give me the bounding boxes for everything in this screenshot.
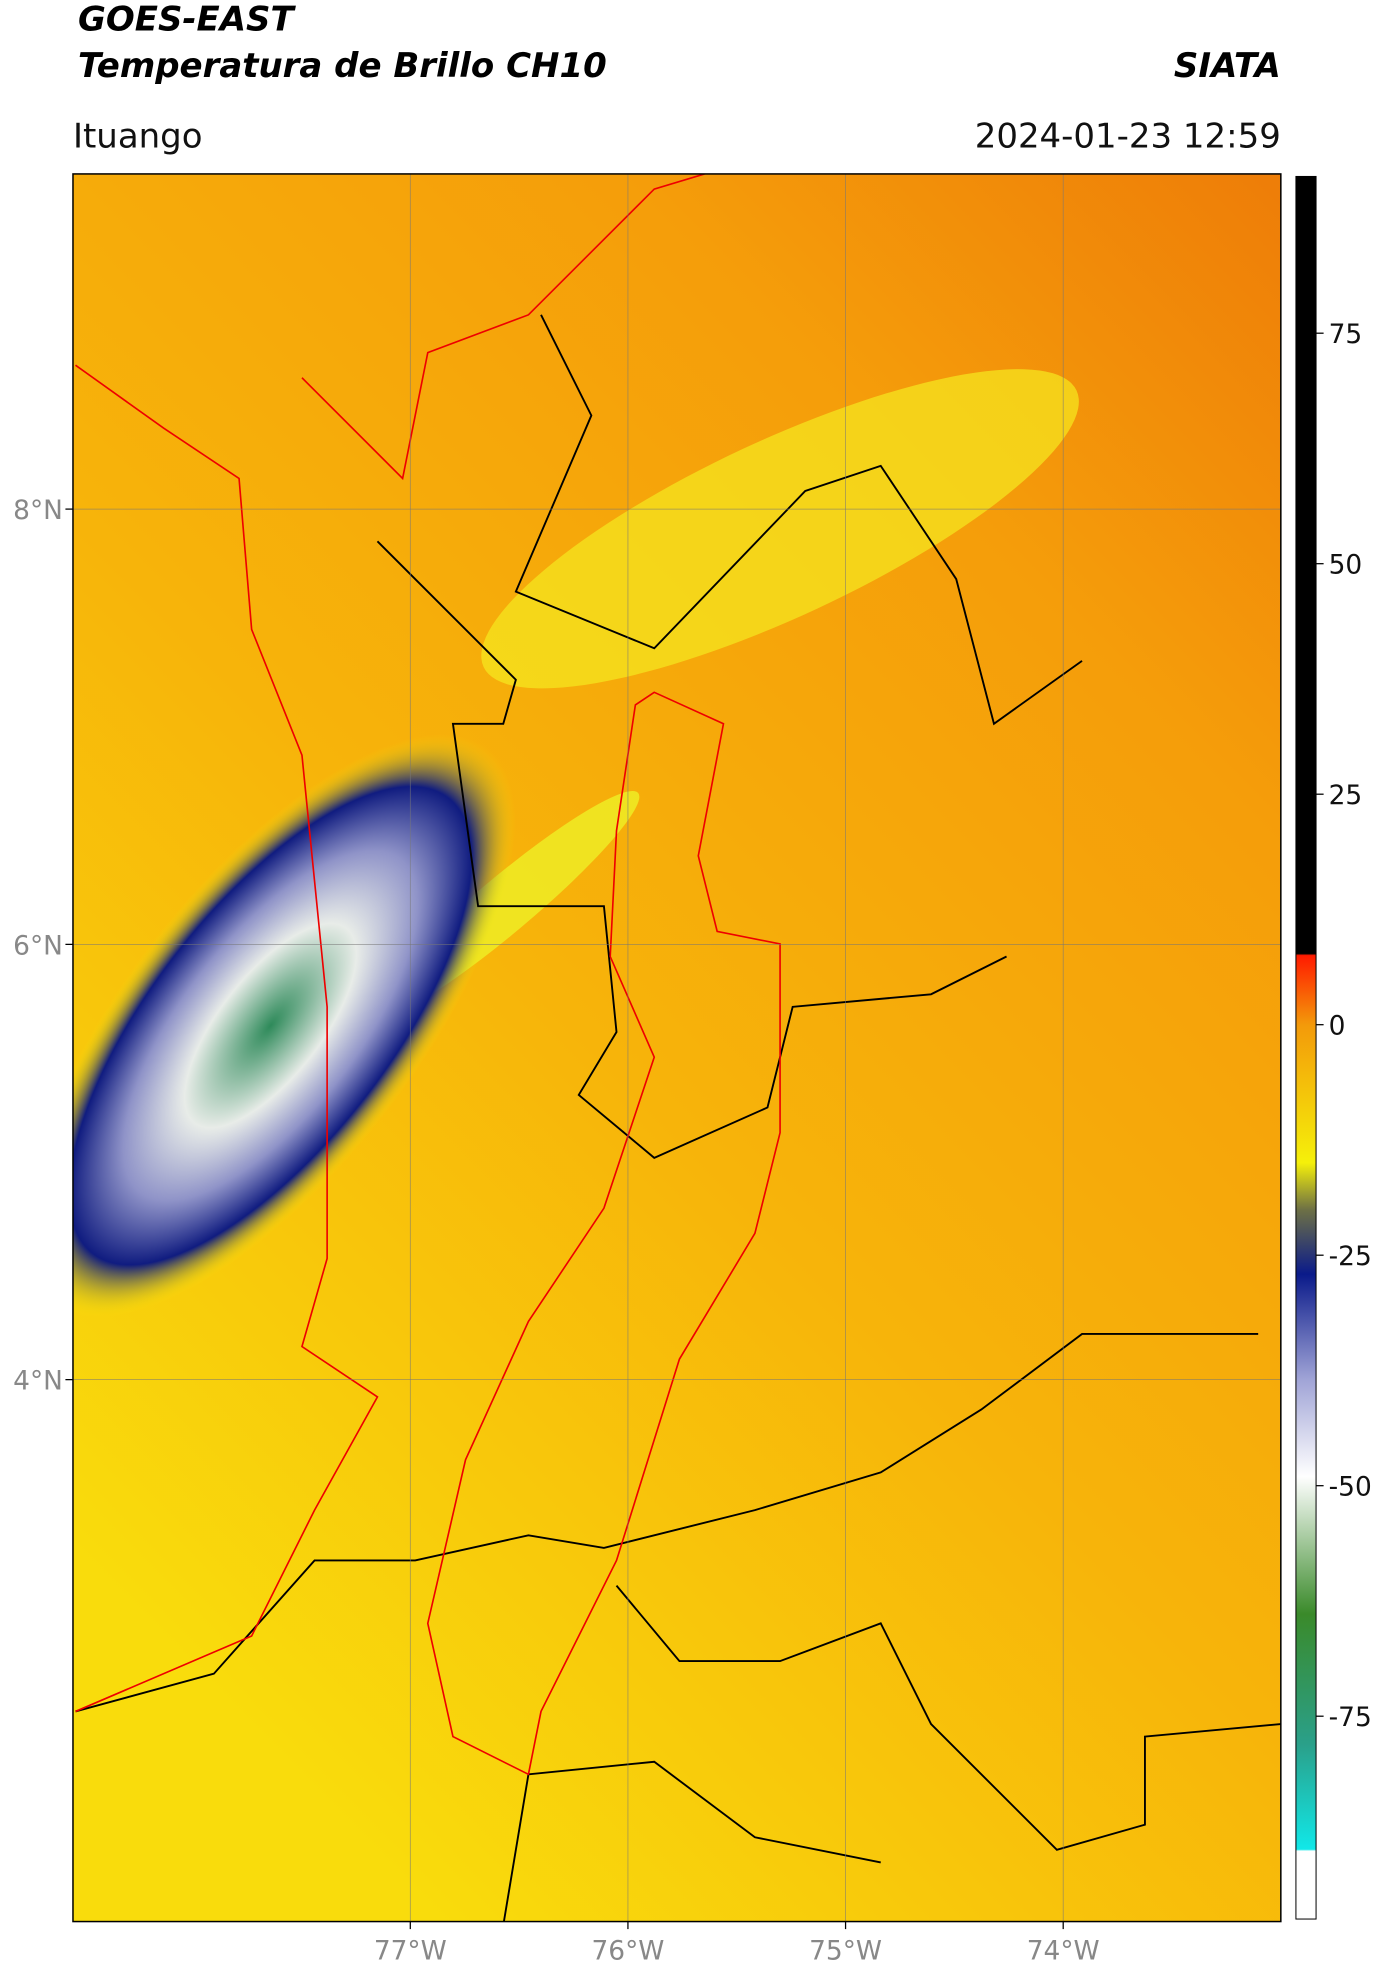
title: GOES-EAST xyxy=(78,0,296,40)
y-tick-label: 4°N xyxy=(13,1366,63,1397)
colorbar-tick-label: -50 xyxy=(1329,1472,1372,1503)
colorbar-tick-label: 0 xyxy=(1329,1011,1346,1042)
colorbar-tick-label: -25 xyxy=(1329,1241,1372,1272)
title: Temperatura de Brillo CH10 xyxy=(78,46,607,86)
colorbar-tick-label: 50 xyxy=(1329,550,1363,581)
agency: SIATA xyxy=(1174,46,1281,86)
colorbar-tick-label: 75 xyxy=(1329,319,1363,350)
colorbar-tick-label: -75 xyxy=(1329,1702,1372,1733)
colorbar-tick-label: 25 xyxy=(1329,780,1363,811)
x-tick-label: 77°W xyxy=(374,1935,447,1966)
datetime: 2024-01-23 12:59 xyxy=(975,117,1281,157)
x-tick-label: 76°W xyxy=(591,1935,664,1966)
region: Ituango xyxy=(73,117,203,157)
y-tick-label: 8°N xyxy=(13,495,63,526)
x-tick-label: 74°W xyxy=(1027,1935,1100,1966)
map-image xyxy=(72,173,1281,1922)
map-frame xyxy=(72,173,1282,1923)
x-tick-label: 75°W xyxy=(809,1935,882,1966)
y-tick-label: 6°N xyxy=(13,930,63,961)
colorbar xyxy=(1295,175,1317,1920)
